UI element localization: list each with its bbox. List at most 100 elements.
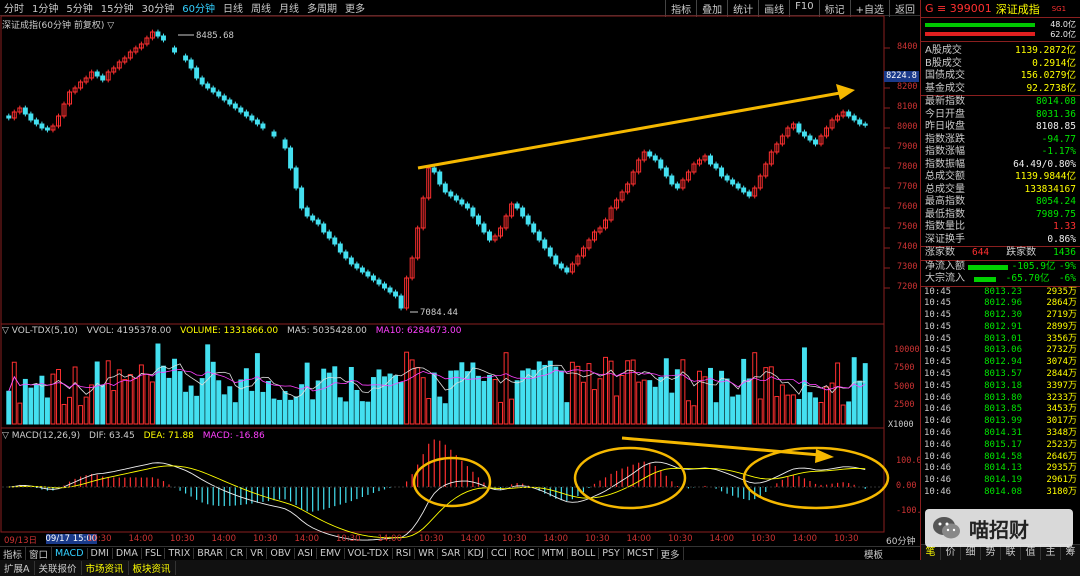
volume-bar [757, 398, 763, 425]
volume-bar [641, 379, 647, 425]
volume-bar [531, 369, 537, 425]
up-label: 涨家数 [925, 247, 955, 258]
candle-body [807, 135, 813, 141]
indicator-tab[interactable]: OBV [267, 548, 295, 559]
toolbar-button[interactable]: +自选 [849, 0, 889, 17]
candle-body [354, 263, 360, 269]
indicator-tab[interactable]: MACD [52, 548, 88, 559]
tick-price: 8014.13 [984, 463, 1022, 474]
indicator-tab[interactable]: BOLL [568, 548, 600, 559]
template-button[interactable]: 模板 [864, 550, 884, 561]
indicator-tab[interactable]: TRIX [165, 548, 195, 559]
candle-body [415, 227, 421, 259]
footer-tab[interactable]: 关联报价 [35, 561, 82, 575]
candle-body [586, 239, 592, 249]
period-tab[interactable]: 60分钟 [182, 4, 215, 15]
quote-panel: G ≡ 399001 深证成指 SG1 48.0亿 62.0亿 A股成交 1139… [920, 0, 1080, 560]
indicator-tab[interactable]: ASI [295, 548, 317, 559]
indicator-tab[interactable]: ROC [511, 548, 539, 559]
quote-row: 国债成交 156.0279亿 [921, 70, 1080, 83]
indicator-tab[interactable]: DMA [113, 548, 142, 559]
indicator-tab[interactable]: 更多 [658, 546, 684, 561]
quote-tab[interactable]: 主 [1041, 545, 1061, 560]
candle-body [238, 107, 244, 113]
flow-value: -65.70亿 [1005, 273, 1050, 284]
candle-body [481, 223, 487, 233]
toolbar-button[interactable]: F10 [789, 0, 818, 17]
candle-body [315, 219, 321, 225]
quote-tab[interactable]: 联 [1001, 545, 1021, 560]
kline-chart[interactable]: 8485.68 7084.44 [0, 0, 920, 546]
toolbar-button[interactable]: 标记 [818, 0, 850, 17]
tick-price: 8012.30 [984, 310, 1022, 321]
volume-bar [111, 390, 117, 425]
volume-bar [835, 362, 841, 425]
indicator-tab[interactable]: 指标 [0, 546, 27, 561]
period-tab[interactable]: 1分钟 [32, 4, 59, 15]
period-tab[interactable]: 周线 [250, 4, 271, 15]
indicator-tab[interactable]: CR [227, 548, 248, 559]
up-count: 644 [971, 247, 990, 258]
indicator-tab[interactable]: MTM [539, 548, 568, 559]
indicator-tab[interactable]: MCST [624, 548, 658, 559]
indicator-tab[interactable]: KDJ [465, 548, 488, 559]
quote-tab[interactable]: 势 [981, 545, 1001, 560]
volume-bar [133, 377, 139, 425]
tick-volume: 2935万 [1046, 463, 1077, 474]
indicator-tab[interactable]: 窗口 [26, 546, 53, 561]
price-tick-label: 7300 [897, 262, 918, 272]
tick-list[interactable]: 10:45 8013.23 2935万 10:45 8012.96 2864万 10:45 8… [921, 287, 1080, 499]
footer-tab[interactable]: 扩展A [0, 561, 35, 575]
time-tick-label: 14:00 [211, 534, 237, 544]
indicator-tab[interactable]: SAR [438, 548, 465, 559]
indicator-tab[interactable]: PSY [599, 548, 624, 559]
indicator-tab[interactable]: CCI [488, 548, 511, 559]
footer-tab[interactable]: 市场资讯 [82, 561, 129, 575]
quote-tab[interactable]: 笔 [921, 545, 941, 560]
period-tab[interactable]: 15分钟 [100, 4, 134, 15]
indicator-tab[interactable]: VR [247, 548, 268, 559]
candle-body [509, 203, 515, 217]
candle-body [801, 131, 807, 137]
volume-bar [768, 366, 774, 425]
candle-body [243, 111, 249, 117]
toolbar-button[interactable]: 画线 [758, 0, 789, 17]
quote-label: A股成交 [925, 45, 962, 56]
tick-row: 10:46 8015.17 2523万 [921, 440, 1080, 452]
annotations: 8485.68 7084.44 [178, 31, 890, 510]
footer-tab[interactable]: 板块资讯 [129, 561, 176, 575]
tick-price: 8013.80 [984, 392, 1022, 403]
candle-body [818, 135, 824, 145]
volume-bar [746, 378, 752, 425]
indicator-tab[interactable]: BRAR [194, 548, 228, 559]
indicator-tab[interactable]: EMV [317, 548, 345, 559]
quote-tab[interactable]: 筹 [1061, 545, 1080, 560]
indicator-tab[interactable]: FSL [142, 548, 166, 559]
period-tab[interactable]: 日线 [222, 4, 243, 15]
period-tab[interactable]: 多周期 [306, 4, 337, 15]
indicator-tab[interactable]: VOL-TDX [345, 548, 393, 559]
indicator-tab[interactable]: RSI [393, 548, 416, 559]
quote-tab[interactable]: 细 [961, 545, 981, 560]
period-tab[interactable]: 5分钟 [66, 4, 93, 15]
volume-bar [647, 380, 653, 425]
dea-line [8, 465, 866, 539]
quote-value: 0.2914亿 [1032, 57, 1076, 69]
period-tab[interactable]: 更多 [344, 4, 365, 15]
toolbar-button[interactable]: 叠加 [696, 0, 727, 17]
toolbar-button[interactable]: 返回 [889, 0, 920, 17]
toolbar-button[interactable]: 指标 [665, 0, 696, 17]
volume-bar [614, 395, 620, 425]
volume-bar [28, 387, 34, 425]
tick-price: 8012.94 [984, 357, 1022, 368]
indicator-tab[interactable]: DMI [88, 548, 113, 559]
period-tab[interactable]: 分时 [4, 4, 24, 15]
toolbar-button[interactable]: 统计 [727, 0, 758, 17]
period-tab[interactable]: 30分钟 [141, 4, 175, 15]
quote-tab[interactable]: 价 [941, 545, 961, 560]
period-tab[interactable]: 月线 [278, 4, 299, 15]
indicator-tab[interactable]: WR [415, 548, 439, 559]
quote-tab[interactable]: 值 [1021, 545, 1041, 560]
tick-volume: 3348万 [1046, 428, 1077, 439]
volume-bar [177, 371, 183, 425]
